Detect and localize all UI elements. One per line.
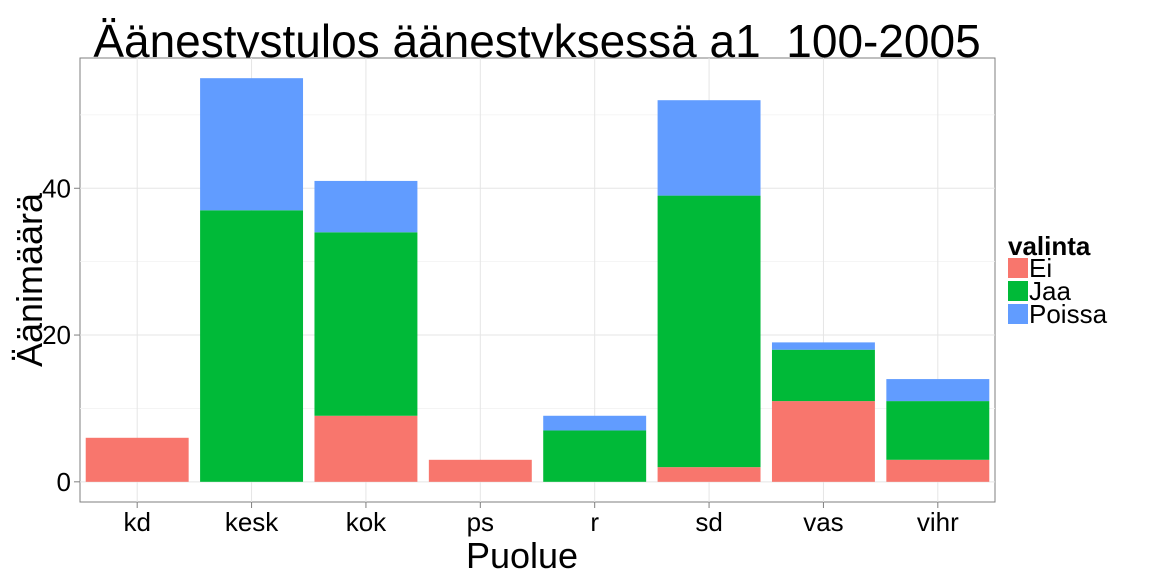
x-tick-label-r: r: [590, 507, 599, 537]
bar-r-jaa: [543, 430, 647, 482]
bar-ps-ei: [428, 459, 532, 482]
plot-panel: [79, 57, 996, 503]
x-tick-label-kesk: kesk: [225, 507, 279, 537]
bar-vas-poissa: [771, 342, 875, 350]
y-tick-label: 20: [42, 320, 71, 350]
bar-kok-poissa: [314, 180, 418, 233]
y-axis-label: Äänimäärä: [9, 192, 50, 367]
bar-vas-ei: [771, 401, 875, 482]
bar-vihr-jaa: [886, 401, 990, 460]
bar-r-poissa: [543, 415, 647, 431]
legend-key-poissa: [1008, 304, 1028, 324]
x-axis-label: Puolue: [466, 535, 578, 576]
bar-vihr-ei: [886, 459, 990, 482]
x-tick-label-sd: sd: [695, 507, 722, 537]
x-tick-label-kok: kok: [346, 507, 387, 537]
bar-sd-jaa: [657, 195, 761, 468]
bar-kok-jaa: [314, 232, 418, 416]
x-axis: kd kesk kok ps r sd vas vihr: [123, 502, 959, 537]
legend-label-ei: Ei: [1029, 253, 1052, 283]
legend-key-ei: [1008, 258, 1028, 278]
legend-label-jaa: Jaa: [1029, 276, 1071, 306]
bar-sd-ei: [657, 467, 761, 482]
bar-sd-poissa: [657, 100, 761, 196]
legend-title: valinta: [1008, 231, 1091, 261]
x-tick-label-vas: vas: [803, 507, 843, 537]
legend-label-poissa: Poissa: [1029, 299, 1108, 329]
x-tick-label-ps: ps: [467, 507, 494, 537]
y-tick-label: 40: [42, 173, 71, 203]
y-tick-label: 0: [57, 467, 71, 497]
bar-kesk-jaa: [200, 210, 304, 482]
bar-vihr-poissa: [886, 379, 990, 402]
x-tick-label-kd: kd: [123, 507, 150, 537]
bar-kok-ei: [314, 415, 418, 482]
bar-vas-jaa: [771, 349, 875, 402]
legend-key-jaa: [1008, 281, 1028, 301]
bars: [85, 78, 990, 482]
x-tick-label-vihr: vihr: [917, 507, 959, 537]
bar-kesk-poissa: [200, 78, 304, 211]
y-axis: 0 20 40: [42, 173, 80, 497]
bar-kd-ei: [85, 437, 189, 482]
